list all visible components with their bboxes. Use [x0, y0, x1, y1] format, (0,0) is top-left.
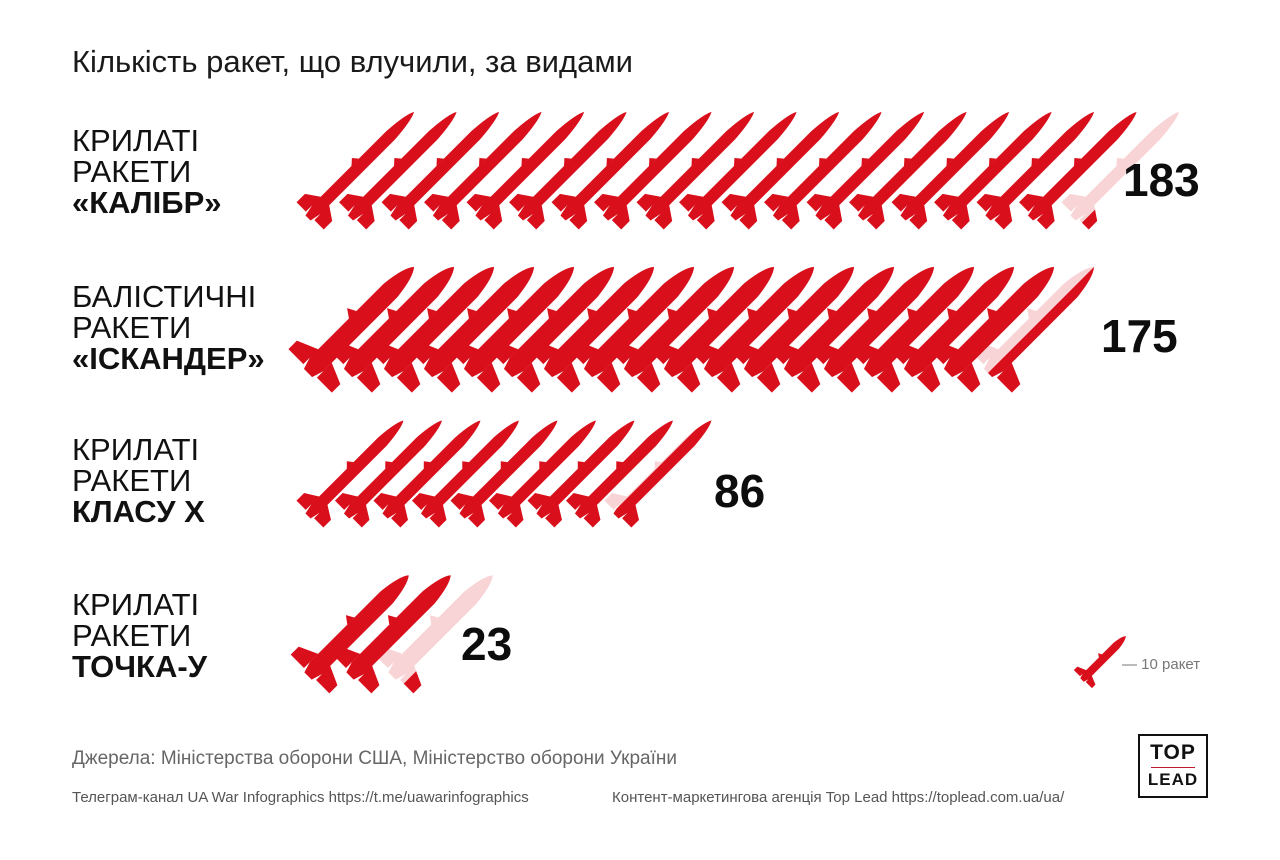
rocket-icon-row2-4	[450, 420, 558, 528]
rocket-icon-row1-4	[448, 266, 575, 393]
rocket-icon-row3-1	[332, 575, 451, 694]
legend-rocket-icon	[1073, 636, 1126, 689]
rocket-icon-row1-5	[488, 266, 615, 393]
logo-separator	[1151, 767, 1195, 768]
row-label-line2: РАКЕТИ	[72, 310, 192, 345]
logo-lead: LEAD	[1147, 770, 1199, 789]
toplead-logo: TOP LEAD	[1138, 734, 1208, 798]
rocket-icon-row1-14	[848, 266, 975, 393]
row-label-tochka: КРИЛАТІ РАКЕТИ ТОЧКА-У	[72, 589, 207, 682]
rocket-icon-row0-7	[594, 111, 712, 230]
row-label-iskander: БАЛІСТИЧНІ РАКЕТИ «ІСКАНДЕР»	[72, 281, 265, 374]
rocket-icon-row1-9	[648, 266, 775, 393]
rocket-icon-row1-17	[968, 266, 1095, 393]
row-label-line1: КРИЛАТІ	[72, 587, 200, 622]
rocket-icon-row1-16	[928, 266, 1055, 393]
rocket-icon-row0-8	[636, 111, 755, 230]
rocket-icon-row1-6	[528, 266, 655, 393]
row-label-line3: КЛАСУ Х	[72, 494, 205, 529]
row-label-line2: РАКЕТИ	[72, 463, 192, 498]
value-label-tochka: 23	[461, 618, 513, 670]
rocket-icon-row0-5	[509, 111, 627, 230]
row-label-kh: КРИЛАТІ РАКЕТИ КЛАСУ Х	[72, 434, 205, 527]
rocket-icon-row3-0	[290, 575, 409, 694]
rocket-icon-row1-1	[328, 266, 455, 393]
rocket-icon-row1-11	[728, 266, 855, 393]
rocket-icon-row1-7	[568, 266, 695, 393]
rocket-icon-row0-9	[679, 111, 797, 230]
rocket-icon-row0-12	[806, 111, 925, 230]
rocket-icon-row2-1	[334, 420, 442, 528]
rocket-icon-row1-12	[768, 266, 895, 393]
rocket-icon-row1-13	[808, 266, 935, 393]
row-label-line2: РАКЕТИ	[72, 618, 192, 653]
row-label-line1: БАЛІСТИЧНІ	[72, 279, 257, 314]
rocket-icon-row3-2	[374, 575, 493, 694]
rocket-icon-row0-0	[296, 111, 415, 230]
value-label-iskander: 175	[1101, 310, 1178, 362]
rocket-icon-row0-11	[764, 111, 882, 230]
footer-agency: Контент-маркетингова агенція Top Lead ht…	[612, 789, 1065, 806]
rocket-icon-row0-18	[1061, 111, 1180, 230]
rocket-icon-row0-15	[934, 111, 1052, 230]
legend-label: — 10 ракет	[1122, 656, 1201, 673]
rocket-icon-row0-13	[849, 111, 967, 230]
rocket-icon-row2-8	[604, 420, 712, 528]
rocket-icon-row0-2	[381, 111, 500, 230]
row-label-line1: КРИЛАТІ	[72, 432, 200, 467]
rocket-icon-row0-16	[976, 111, 1095, 230]
row-label-line3: «ІСКАНДЕР»	[72, 341, 265, 376]
rocket-icon-row0-6	[551, 111, 670, 230]
rocket-icon-row0-3	[424, 111, 542, 230]
rocket-icon-row2-2	[373, 420, 481, 528]
value-label-kh: 86	[714, 465, 766, 517]
rocket-icon-row0-14	[891, 111, 1010, 230]
rocket-icon-row2-3	[411, 420, 519, 528]
row-label-line2: РАКЕТИ	[72, 154, 192, 189]
rocket-icon-row0-1	[339, 111, 457, 230]
rocket-icon-row1-3	[408, 266, 535, 393]
value-label-kalibr: 183	[1123, 154, 1200, 206]
rocket-icon-row0-4	[466, 111, 585, 230]
row-label-line3: «КАЛІБР»	[72, 185, 222, 220]
rocket-icon-row2-5	[488, 420, 596, 528]
row-label-line1: КРИЛАТІ	[72, 123, 200, 158]
rocket-icon-row2-7	[565, 420, 673, 528]
rocket-icon-row2-6	[527, 420, 635, 528]
rocket-icon-row2-0	[296, 420, 404, 528]
rocket-icon-row1-8	[608, 266, 735, 393]
row-label-line3: ТОЧКА-У	[72, 649, 207, 684]
rocket-icon-row1-10	[688, 266, 815, 393]
rocket-icon-row0-10	[721, 111, 840, 230]
sources-text: Джерела: Міністерства оборони США, Мініс…	[72, 748, 677, 769]
row-label-kalibr: КРИЛАТІ РАКЕТИ «КАЛІБР»	[72, 125, 222, 218]
rocket-icon-row1-15	[888, 266, 1015, 393]
rocket-icon-row0-17	[1019, 111, 1137, 230]
footer-telegram: Телеграм-канал UA War Infographics https…	[72, 789, 529, 806]
logo-top: TOP	[1150, 741, 1196, 764]
rocket-icon-row1-2	[368, 266, 495, 393]
chart-title: Кількість ракет, що влучили, за видами	[72, 44, 633, 79]
rocket-icon-row1-0	[288, 266, 415, 393]
